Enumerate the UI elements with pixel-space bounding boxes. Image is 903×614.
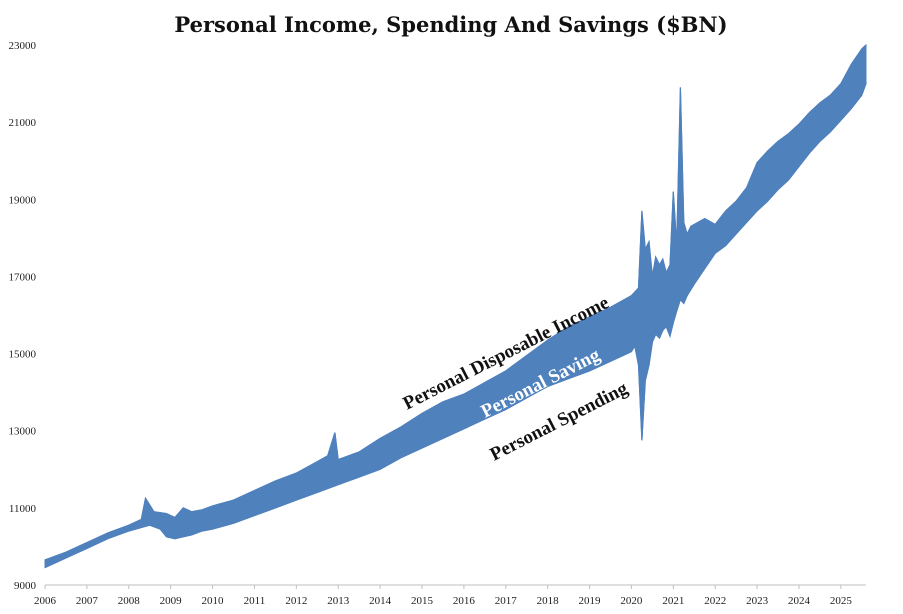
x-tick-label: 2012 xyxy=(285,595,307,607)
x-tick-label: 2016 xyxy=(453,595,476,607)
x-tick-label: 2013 xyxy=(327,595,350,607)
x-tick-label: 2020 xyxy=(620,595,643,607)
x-tick-label: 2017 xyxy=(495,595,518,607)
series-line-personal-spending xyxy=(44,83,867,569)
x-tick-label: 2007 xyxy=(76,595,99,607)
x-tick-label: 2009 xyxy=(160,595,183,607)
x-tick-label: 2025 xyxy=(830,595,853,607)
y-tick-label: 11000 xyxy=(9,503,37,515)
y-tick-label: 13000 xyxy=(9,426,37,438)
x-tick-label: 2011 xyxy=(244,595,266,607)
x-tick-label: 2008 xyxy=(118,595,141,607)
y-tick-label: 21000 xyxy=(9,117,37,129)
x-tick-label: 2019 xyxy=(579,595,602,607)
savings-band xyxy=(44,43,867,569)
x-tick-label: 2021 xyxy=(662,595,684,607)
y-tick-label: 17000 xyxy=(9,271,37,283)
x-tick-label: 2014 xyxy=(369,595,392,607)
y-tick-label: 23000 xyxy=(9,40,37,52)
x-tick-label: 2023 xyxy=(746,595,769,607)
y-tick-label: 15000 xyxy=(9,349,37,361)
x-tick-label: 2022 xyxy=(704,595,726,607)
y-axis-ticks: 9000 11000 13000 15000 17000 19000 21000 23000 xyxy=(9,40,37,592)
series-line-personal-disposable-income xyxy=(44,44,867,561)
x-tick-label: 2010 xyxy=(202,595,225,607)
x-tick-label: 2015 xyxy=(411,595,434,607)
x-tick-label: 2024 xyxy=(788,595,811,607)
y-tick-label: 9000 xyxy=(14,580,37,592)
y-tick-label: 19000 xyxy=(9,194,37,206)
x-tick-label: 2018 xyxy=(537,595,560,607)
chart-title: Personal Income, Spending And Savings ($… xyxy=(174,12,727,37)
x-tick-label: 2006 xyxy=(34,595,57,607)
x-axis-ticks: 2006 2007 2008 2009 2010 2011 2012 2013 2014 2015… xyxy=(34,585,852,607)
